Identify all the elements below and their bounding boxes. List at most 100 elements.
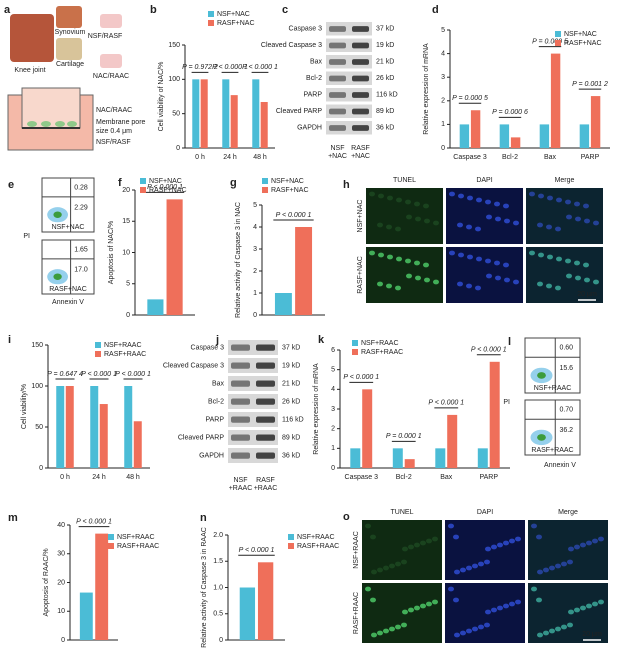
size-label: 19 kD bbox=[282, 362, 300, 369]
nucleus bbox=[565, 258, 571, 264]
panel-label: m bbox=[8, 512, 18, 524]
legend-label: NSF+RAAC bbox=[361, 340, 399, 347]
plot-frame bbox=[524, 337, 581, 394]
panel-label: f bbox=[118, 177, 122, 189]
micrograph bbox=[446, 247, 523, 303]
legend-swatch bbox=[555, 40, 561, 46]
nucleus bbox=[503, 203, 509, 209]
nucleus bbox=[466, 628, 472, 634]
panel-label: c bbox=[282, 4, 288, 16]
y-tick-label: 2.0 bbox=[213, 532, 223, 539]
y-tick-label: 40 bbox=[57, 522, 65, 529]
sample-label: NSF+RAAC bbox=[534, 385, 572, 392]
size-label: 37 kD bbox=[376, 26, 394, 33]
panel-label: b bbox=[150, 4, 157, 16]
nucleus bbox=[515, 536, 521, 542]
nucleus bbox=[423, 262, 429, 268]
nucleus bbox=[383, 628, 389, 634]
band bbox=[352, 125, 369, 131]
nucleus bbox=[453, 534, 459, 540]
legend-swatch bbox=[95, 351, 101, 357]
y-tick-label: 0 bbox=[39, 465, 43, 472]
column-label: Merge bbox=[558, 509, 578, 516]
nucleus bbox=[377, 567, 383, 573]
nucleus bbox=[485, 546, 491, 552]
axis-title: Annexin V bbox=[544, 462, 576, 469]
nucleus bbox=[556, 197, 562, 203]
annotation: P < 0.000 1 bbox=[276, 212, 312, 219]
annotation: P < 0.000 1 bbox=[147, 184, 183, 191]
panel-label: l bbox=[508, 336, 511, 348]
nucleus bbox=[467, 254, 473, 260]
y-tick-label: 0 bbox=[61, 637, 65, 644]
band bbox=[329, 59, 346, 65]
nucleus bbox=[546, 283, 552, 289]
nucleus bbox=[509, 601, 515, 607]
size-label: 36 kD bbox=[376, 125, 394, 132]
bar bbox=[477, 448, 488, 468]
nucleus bbox=[387, 254, 393, 260]
nucleus bbox=[580, 605, 586, 611]
bar bbox=[257, 562, 274, 640]
nucleus bbox=[369, 250, 375, 256]
nucleus bbox=[454, 569, 460, 575]
nucleus bbox=[402, 546, 408, 552]
nucleus bbox=[396, 256, 402, 262]
row-label: Caspase 3 bbox=[289, 26, 323, 33]
label: NAC/RAAC bbox=[96, 107, 132, 114]
plot-frame bbox=[524, 399, 581, 456]
legend-label: NSF+RAAC bbox=[297, 534, 335, 541]
nucleus bbox=[386, 283, 392, 289]
band bbox=[256, 380, 275, 387]
band bbox=[352, 75, 369, 82]
nucleus bbox=[466, 565, 472, 571]
sample-label: RASF+NAC bbox=[49, 286, 87, 293]
nucleus bbox=[566, 214, 572, 220]
nucleus bbox=[531, 523, 537, 529]
nucleus bbox=[543, 567, 549, 573]
nucleus bbox=[432, 599, 438, 605]
cell-cloud-core bbox=[53, 211, 62, 218]
nucleus bbox=[549, 628, 555, 634]
legend-label: NSF+NAC bbox=[217, 11, 250, 18]
y-tick-label: 50 bbox=[172, 111, 180, 118]
band bbox=[256, 416, 275, 423]
y-tick-label: 2 bbox=[253, 268, 257, 275]
nucleus bbox=[457, 281, 463, 287]
x-tick-label: Caspase 3 bbox=[345, 474, 379, 481]
nucleus bbox=[537, 569, 543, 575]
nucleus bbox=[378, 252, 384, 258]
cells bbox=[100, 14, 122, 28]
nucleus bbox=[458, 193, 464, 199]
nucleus bbox=[580, 542, 586, 548]
plot-frame bbox=[41, 177, 95, 233]
nucleus bbox=[568, 609, 574, 615]
y-tick-label: 150 bbox=[168, 42, 180, 49]
nucleus bbox=[593, 279, 599, 285]
bar bbox=[133, 421, 142, 468]
nucleus bbox=[448, 523, 454, 529]
nucleus bbox=[575, 216, 581, 222]
nucleus bbox=[460, 630, 466, 636]
nucleus bbox=[420, 540, 426, 546]
label: NSF/RASF bbox=[96, 139, 131, 146]
nucleus bbox=[536, 534, 542, 540]
x-tick-label: Caspase 3 bbox=[453, 154, 487, 161]
nucleus bbox=[513, 220, 519, 226]
nucleus bbox=[433, 220, 439, 226]
nucleus bbox=[547, 195, 553, 201]
blot-strip bbox=[228, 394, 278, 409]
annotation: P < 0.000 1 bbox=[239, 547, 275, 554]
panel-label: h bbox=[343, 179, 350, 191]
bar bbox=[459, 124, 470, 148]
blot-strip bbox=[228, 340, 278, 355]
column-label: Merge bbox=[555, 177, 575, 184]
band bbox=[231, 416, 250, 423]
nucleus bbox=[515, 599, 521, 605]
nucleus bbox=[377, 630, 383, 636]
panel-label: o bbox=[343, 511, 350, 523]
quadrant-value: 0.70 bbox=[559, 407, 573, 414]
legend-swatch bbox=[352, 349, 358, 355]
nucleus bbox=[537, 632, 543, 638]
column-label: DAPI bbox=[476, 177, 492, 184]
